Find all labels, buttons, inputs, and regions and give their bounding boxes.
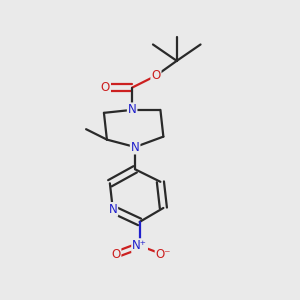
Text: N: N bbox=[131, 140, 140, 154]
Text: O: O bbox=[101, 81, 110, 94]
Text: O: O bbox=[111, 248, 120, 261]
Text: O: O bbox=[151, 69, 160, 82]
Text: O⁻: O⁻ bbox=[156, 248, 171, 261]
Text: N: N bbox=[128, 103, 136, 116]
Text: N: N bbox=[109, 203, 117, 216]
Text: N⁺: N⁺ bbox=[132, 239, 147, 252]
